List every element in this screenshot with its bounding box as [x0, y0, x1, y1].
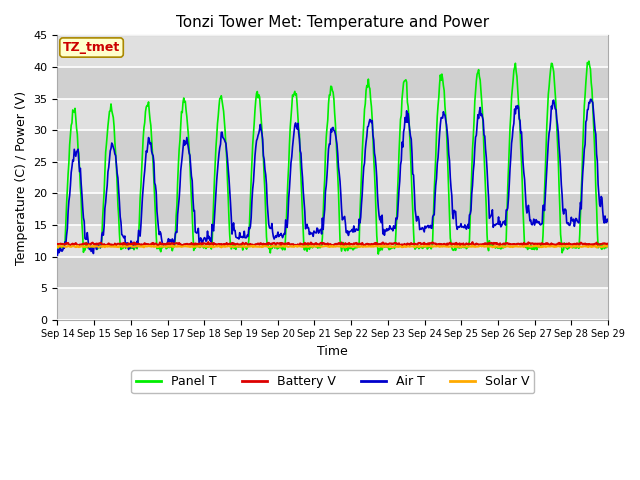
- Bar: [58, 225, 608, 256]
- Solar V: [568, 245, 575, 251]
- Solar V: [177, 243, 184, 249]
- Bar: [58, 288, 608, 320]
- Solar V: [63, 243, 71, 249]
- Air T: [120, 235, 128, 241]
- Battery V: [417, 240, 424, 246]
- Air T: [416, 227, 424, 232]
- Air T: [400, 129, 408, 135]
- Panel T: [604, 242, 612, 248]
- Text: TZ_tmet: TZ_tmet: [63, 41, 120, 54]
- Panel T: [585, 58, 593, 64]
- Battery V: [401, 241, 408, 247]
- Legend: Panel T, Battery V, Air T, Solar V: Panel T, Battery V, Air T, Solar V: [131, 370, 534, 393]
- Air T: [587, 96, 595, 102]
- Battery V: [204, 239, 212, 245]
- Bar: [58, 256, 608, 288]
- Panel T: [374, 251, 382, 257]
- Battery V: [604, 241, 612, 247]
- Solar V: [85, 242, 93, 248]
- Bar: [58, 36, 608, 67]
- Panel T: [63, 186, 71, 192]
- Air T: [63, 226, 71, 231]
- Bar: [58, 193, 608, 225]
- Line: Solar V: Solar V: [58, 245, 608, 248]
- Panel T: [120, 241, 128, 247]
- Solar V: [121, 243, 129, 249]
- Bar: [58, 162, 608, 193]
- X-axis label: Time: Time: [317, 345, 348, 358]
- Y-axis label: Temperature (C) / Power (V): Temperature (C) / Power (V): [15, 91, 28, 264]
- Panel T: [205, 243, 213, 249]
- Title: Tonzi Tower Met: Temperature and Power: Tonzi Tower Met: Temperature and Power: [176, 15, 490, 30]
- Battery V: [54, 241, 61, 247]
- Solar V: [401, 244, 408, 250]
- Battery V: [120, 241, 128, 247]
- Panel T: [401, 78, 408, 84]
- Solar V: [417, 244, 424, 250]
- Line: Battery V: Battery V: [58, 242, 608, 246]
- Line: Air T: Air T: [58, 99, 608, 255]
- Battery V: [63, 240, 71, 246]
- Solar V: [604, 243, 612, 249]
- Air T: [176, 183, 184, 189]
- Bar: [58, 130, 608, 162]
- Solar V: [54, 244, 61, 250]
- Bar: [58, 98, 608, 130]
- Line: Panel T: Panel T: [58, 61, 608, 254]
- Battery V: [176, 241, 184, 247]
- Panel T: [54, 246, 61, 252]
- Air T: [205, 233, 213, 239]
- Air T: [54, 252, 61, 258]
- Solar V: [206, 243, 214, 249]
- Battery V: [547, 243, 554, 249]
- Battery V: [206, 242, 214, 248]
- Panel T: [176, 137, 184, 143]
- Bar: [58, 67, 608, 98]
- Panel T: [417, 244, 424, 250]
- Air T: [604, 218, 612, 224]
